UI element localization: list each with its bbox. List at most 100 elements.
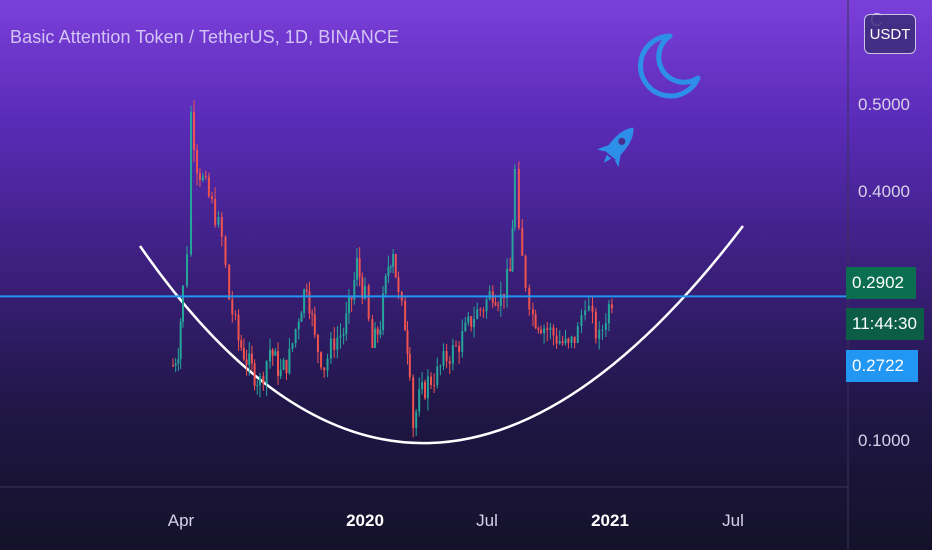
candle-body <box>177 359 180 364</box>
horizontal-line-label: 0.2722 <box>846 350 918 382</box>
candle-body <box>179 321 182 360</box>
candle-body <box>539 329 542 334</box>
candle-body <box>382 293 385 331</box>
candle-body <box>358 258 361 278</box>
candle-body <box>308 291 311 314</box>
candle-body <box>445 350 448 362</box>
candle-body <box>174 363 177 366</box>
candle-body <box>433 385 436 387</box>
candle-body <box>279 369 282 377</box>
candle-body <box>387 266 390 276</box>
candle-body <box>224 236 227 265</box>
x-tick-label: 2021 <box>591 511 629 530</box>
candle-body <box>248 353 251 365</box>
candle-body <box>601 329 604 331</box>
candle-body <box>442 350 445 367</box>
candle-body <box>555 335 558 344</box>
candle-body <box>198 173 201 181</box>
candle-body <box>531 309 534 315</box>
candle-body <box>418 389 421 412</box>
x-tick-label: Jul <box>722 511 744 530</box>
candle-body <box>274 351 277 356</box>
candle-body <box>379 330 382 335</box>
moon-icon <box>638 33 701 99</box>
candle-body <box>376 328 379 335</box>
candle-body <box>297 321 300 330</box>
candle-body <box>513 168 516 228</box>
candle-body <box>313 314 316 335</box>
candle-body <box>587 305 590 311</box>
candle-body <box>485 299 488 312</box>
candle-body <box>294 329 297 344</box>
candle-body <box>461 331 464 353</box>
candle-body <box>207 176 210 197</box>
candle-body <box>476 309 479 319</box>
candle-body <box>499 293 502 306</box>
candle-body <box>580 315 583 327</box>
candle-body <box>171 365 174 367</box>
candle-body <box>426 376 429 399</box>
candle-body <box>326 358 329 371</box>
candle-body <box>415 411 418 429</box>
candle-body <box>311 313 314 315</box>
rocket-icon <box>596 127 634 168</box>
candle-body <box>546 328 549 331</box>
candle-body <box>277 351 280 377</box>
candle-body <box>193 111 196 150</box>
candle-body <box>534 314 537 329</box>
candle-body <box>454 345 457 347</box>
candle-body <box>610 304 613 309</box>
candle-body <box>404 300 407 331</box>
candle-body <box>339 335 342 338</box>
candle-body <box>598 329 601 339</box>
candle-body <box>342 333 345 336</box>
candle-body <box>234 314 237 316</box>
candle-body <box>285 359 288 374</box>
candle-body <box>291 343 294 349</box>
candle-body <box>412 377 415 429</box>
candle-body <box>204 176 207 178</box>
candle-body <box>300 312 303 322</box>
currency-button[interactable]: USDT <box>864 14 916 54</box>
candle-body <box>371 318 374 348</box>
candle-body <box>494 302 497 306</box>
candle-body <box>576 326 579 343</box>
candle-body <box>549 327 552 331</box>
candle-body <box>552 327 555 336</box>
y-tick-label: 0.5000 <box>858 95 910 114</box>
candle-body <box>524 255 527 288</box>
countdown-label: 11:44:30 <box>846 308 924 340</box>
candle-body <box>265 361 268 384</box>
candle-body <box>470 316 473 328</box>
candle-body <box>237 314 240 341</box>
candle-body <box>392 254 395 267</box>
candle-body <box>528 287 531 310</box>
chart-title: Basic Attention Token / TetherUS, 1D, BI… <box>10 27 400 47</box>
candle-body <box>211 196 214 199</box>
candle-body <box>364 285 366 299</box>
candle-body <box>570 336 573 343</box>
candle-body <box>214 198 217 225</box>
candle-body <box>467 316 470 323</box>
candle-body <box>591 305 594 312</box>
candle-body <box>421 382 424 390</box>
candle-body <box>355 258 358 281</box>
candle-body <box>506 268 509 299</box>
candle-body <box>488 291 491 300</box>
candle-body <box>217 217 220 225</box>
candle-body <box>288 348 291 374</box>
x-tick-label: Jul <box>476 511 498 530</box>
candle-body <box>262 376 265 384</box>
candle-body <box>196 149 199 174</box>
candle-body <box>430 376 433 386</box>
candle-body <box>567 338 570 343</box>
candle-body <box>316 334 319 353</box>
candle-body <box>423 382 426 399</box>
cup-pattern-curve <box>138 225 744 445</box>
candle-body <box>397 277 400 293</box>
candle-body <box>517 168 520 229</box>
candle-body <box>305 289 308 292</box>
candle-body <box>448 361 451 364</box>
candle-body <box>345 313 348 334</box>
